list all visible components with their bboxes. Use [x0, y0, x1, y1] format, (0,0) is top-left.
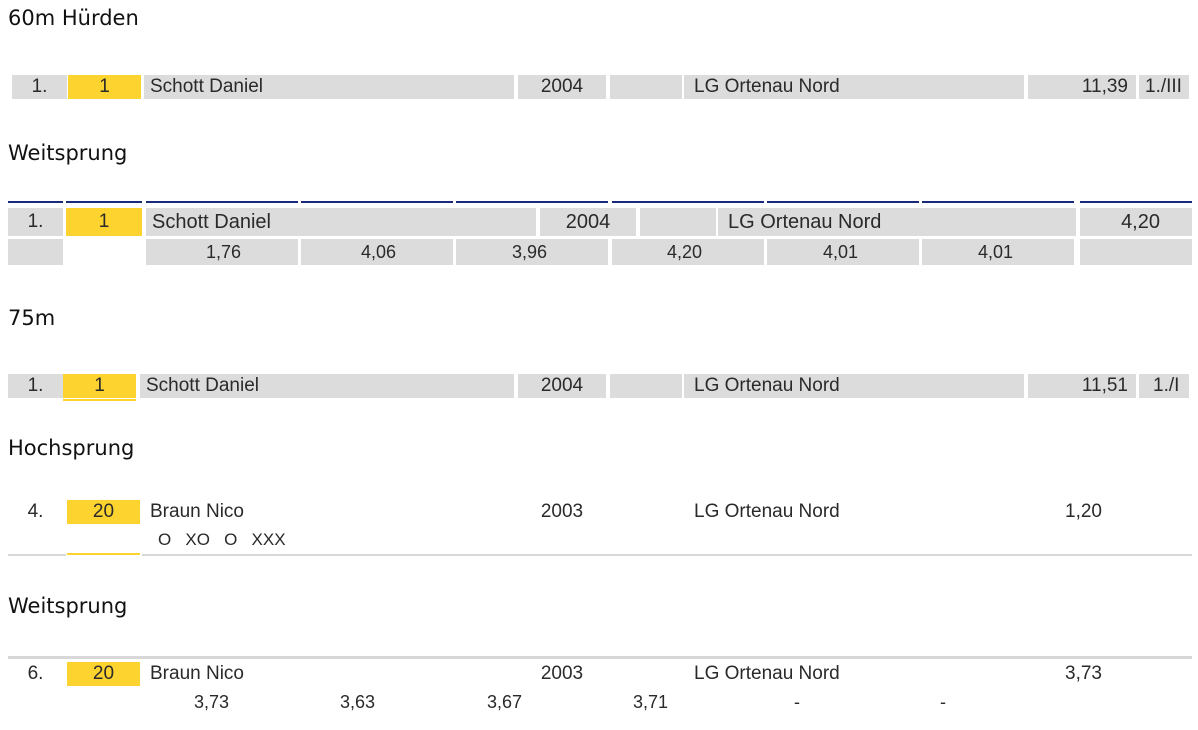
empty-cell [610, 374, 682, 398]
bib-badge: 20 [67, 500, 140, 524]
athlete-name: Braun Nico [150, 501, 244, 522]
section-title-hochsprung: Hochsprung [8, 436, 135, 460]
attempt-2: 3,63 [340, 692, 376, 712]
birth-year: 2003 [540, 663, 584, 684]
result-value: 3,73 [1065, 663, 1102, 684]
section-title-weitsprung-2: Weitsprung [8, 594, 128, 618]
attempt-3: 3,67 [487, 692, 523, 712]
birth-year: 2003 [540, 501, 584, 522]
birth-year: 2004 [518, 75, 606, 99]
attempt-1: 1,76 [146, 239, 298, 265]
birth-year: 2004 [540, 208, 636, 236]
rank-cell: 1. [8, 208, 63, 236]
club-name: LG Ortenau Nord [694, 501, 840, 522]
bib-badge: 1 [66, 208, 142, 236]
empty-cell [610, 75, 682, 99]
attempt-6: - [940, 692, 946, 712]
club-name: LG Ortenau Nord [684, 75, 1024, 99]
athlete-name: Braun Nico [150, 663, 244, 684]
rank-cell: 1. [8, 374, 63, 398]
rank-cell: 6. [27, 663, 44, 684]
result-value: 11,39 [1028, 75, 1136, 99]
bib-badge: 1 [63, 374, 136, 398]
attempt-5: - [794, 692, 800, 712]
attempt-2: 4,06 [301, 239, 453, 265]
result-value: 11,51 [1028, 374, 1136, 398]
empty-cell [8, 239, 63, 265]
heat-place: 1./III [1139, 75, 1189, 99]
section-title-weitsprung: Weitsprung [8, 141, 128, 165]
attempt-4: 4,20 [612, 239, 764, 265]
section-title-75m: 75m [8, 306, 56, 330]
heat-place: 1./I [1139, 374, 1189, 398]
bib-underline [63, 399, 136, 401]
rank-cell: 1. [12, 75, 67, 99]
empty-cell [640, 208, 716, 236]
section-title-60m-huerden: 60m Hürden [8, 6, 139, 30]
bib-badge: 1 [68, 75, 141, 99]
athlete-name: Schott Daniel [146, 208, 536, 236]
bib-badge: 20 [67, 662, 140, 686]
attempt-6: 4,01 [922, 239, 1074, 265]
rank-cell: 4. [27, 501, 44, 522]
attempt-4: 3,71 [633, 692, 669, 712]
result-value: 1,20 [1065, 501, 1102, 522]
athlete-name: Schott Daniel [144, 75, 514, 99]
club-name: LG Ortenau Nord [694, 663, 840, 684]
attempt-5: 4,01 [767, 239, 919, 265]
birth-year: 2004 [518, 374, 606, 398]
high-jump-attempts: O XO O XXX [158, 530, 286, 549]
attempt-3: 3,96 [456, 239, 608, 265]
attempt-1: 3,73 [194, 692, 230, 712]
result-value: 4,20 [1080, 208, 1192, 236]
bib-underline [67, 553, 140, 555]
empty-cell [1080, 239, 1192, 265]
athlete-name: Schott Daniel [140, 374, 514, 398]
club-name: LG Ortenau Nord [718, 208, 1076, 236]
club-name: LG Ortenau Nord [684, 374, 1024, 398]
